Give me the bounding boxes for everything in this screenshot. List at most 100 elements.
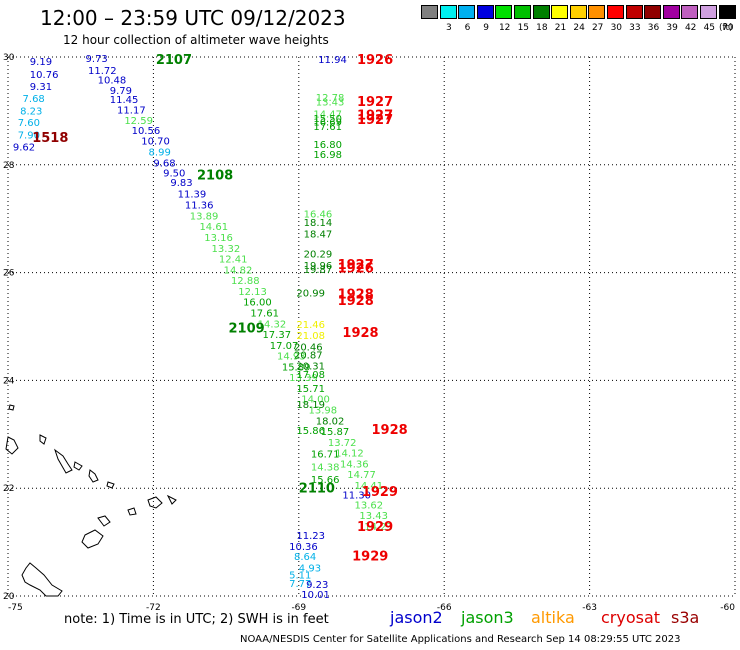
legend-label: 42: [684, 23, 697, 33]
wave-height-value: 10.01: [301, 590, 330, 601]
legend-label: 45: [703, 23, 716, 33]
track-pass-label: 1926: [338, 262, 374, 277]
coast-island-bahamas-6: [106, 481, 115, 489]
track-pass-label: 1929: [362, 485, 398, 500]
lat-tick-label: 24: [3, 376, 15, 386]
wave-height-value: 13.43: [359, 511, 388, 522]
wave-height-value: 14.36: [340, 459, 369, 470]
coast-island-south-1: [97, 515, 111, 527]
wave-height-value: 20.31: [296, 361, 325, 372]
satellite-s3a: s3a: [671, 608, 700, 627]
legend-label: 15: [517, 23, 530, 33]
axis-tick-labels: -75 -72 -69 -66 -63 -60 30 28 26 24 22 20: [3, 53, 735, 613]
wave-height-value: 17.37: [262, 330, 291, 341]
legend-swatch: [532, 5, 550, 19]
wave-height-value: 9.50: [163, 168, 185, 179]
legend-label: 9: [483, 23, 489, 33]
lat-tick-label: 28: [3, 161, 15, 171]
track-pass-label: 1927: [357, 109, 393, 124]
lon-tick-label: -66: [437, 603, 452, 613]
coast-island-bahamas-3: [54, 448, 73, 474]
credit-line: NOAA/NESDIS Center for Satellite Applica…: [240, 634, 681, 645]
wave-height-value: 9.62: [13, 142, 35, 153]
wave-height-value: 9.23: [306, 580, 328, 591]
wave-height-value: 8.64: [294, 552, 316, 563]
track-pass-label: 2110: [299, 482, 335, 497]
legend-swatch: [644, 5, 662, 19]
legend-swatch: [662, 5, 680, 19]
legend-label: 18: [536, 23, 548, 33]
wave-height-value: 20.29: [304, 250, 333, 261]
wave-height-value: 21.46: [296, 320, 325, 331]
wave-height-value: 15.87: [321, 427, 350, 438]
wave-height-value: 16.46: [304, 209, 333, 220]
wave-height-value: 17.61: [313, 122, 342, 133]
wave-height-value: 14.23: [364, 522, 393, 533]
wave-height-value: 13.43: [316, 98, 345, 109]
wave-height-value: 8.99: [149, 147, 171, 158]
wave-height-value: 14.93: [277, 352, 306, 363]
lon-tick-label: -75: [8, 603, 23, 613]
legend-swatch: [421, 5, 438, 19]
legend-swatch: [718, 5, 736, 19]
wave-height-value: 7.77: [289, 579, 311, 590]
wave-height-value: 9.68: [153, 159, 175, 170]
lon-tick-label: -63: [582, 603, 597, 613]
lat-tick-label: 30: [3, 53, 15, 63]
wave-height-value: 14.38: [311, 463, 340, 474]
coast-island-south-4: [166, 494, 177, 505]
wave-height-value: 13.62: [355, 500, 384, 511]
wave-height-value: 15.50: [313, 114, 342, 125]
wave-height-value: 5.11: [289, 570, 311, 581]
lon-tick-label: -60: [720, 603, 735, 613]
track-pass-label: 1928: [342, 326, 378, 341]
wave-height-value: 10.36: [289, 542, 318, 553]
wave-height-value: 12.59: [124, 116, 153, 127]
legend-label: 36: [647, 23, 660, 33]
wave-height-value: 16.80: [313, 140, 342, 151]
track-pass-label: 1929: [352, 550, 388, 565]
coast-hispaniola: [5, 436, 19, 455]
wave-height-value: 11.30: [342, 491, 371, 502]
units-note: note: 1) Time is in UTC; 2) SWH is in fe…: [64, 612, 329, 627]
wave-height-value: 15.71: [296, 384, 325, 395]
wave-height-value: 13.72: [328, 438, 357, 449]
wave-height-value: 17.07: [270, 341, 299, 352]
legend-unit: (ft): [719, 23, 733, 33]
wave-height-value: 9.19: [30, 57, 52, 68]
coast-island-bahamas-2: [39, 434, 47, 445]
track-pass-label: 2108: [197, 169, 233, 184]
wave-height-value: 12.78: [316, 93, 345, 104]
track-pass-label: 1928: [338, 288, 374, 303]
legend-swatch: [569, 5, 587, 19]
wave-height-value: 10.56: [132, 126, 161, 137]
coast-island-bahamas-1: [8, 404, 15, 411]
wave-height-value: 12.13: [238, 287, 267, 298]
coastline-caribbean-islands: [5, 404, 177, 597]
wave-height-value: 14.61: [199, 222, 228, 233]
legend-label: 30: [610, 23, 623, 33]
track-pass-label: 1928: [372, 423, 408, 438]
satellite-jason2: jason2: [390, 608, 443, 627]
legend-label: 12: [498, 23, 511, 33]
legend-label: 3: [446, 23, 452, 33]
track-pass-label: 1927: [357, 113, 393, 128]
legend-swatch: [681, 5, 699, 19]
wave-height-value: 17.08: [296, 370, 325, 381]
wave-height-value: 9.79: [110, 86, 132, 97]
legend-label: 70: [722, 23, 734, 33]
legend-swatch: [439, 5, 457, 19]
wave-height-value: 9.73: [86, 54, 108, 65]
legend-label: 33: [629, 23, 641, 33]
track-pass-label: 2109: [229, 322, 265, 337]
wave-height-value: 16.98: [313, 150, 342, 161]
legend-swatch: [588, 5, 606, 19]
wave-height-value: 19.87: [304, 265, 333, 276]
wave-height-value: 8.23: [20, 106, 42, 117]
wave-height-value: 14.12: [335, 449, 364, 460]
legend-swatch: [495, 5, 513, 19]
coast-island-bahamas-5: [88, 469, 99, 483]
wave-height-value: 7.60: [18, 118, 40, 129]
lat-tick-label: 22: [3, 484, 14, 494]
